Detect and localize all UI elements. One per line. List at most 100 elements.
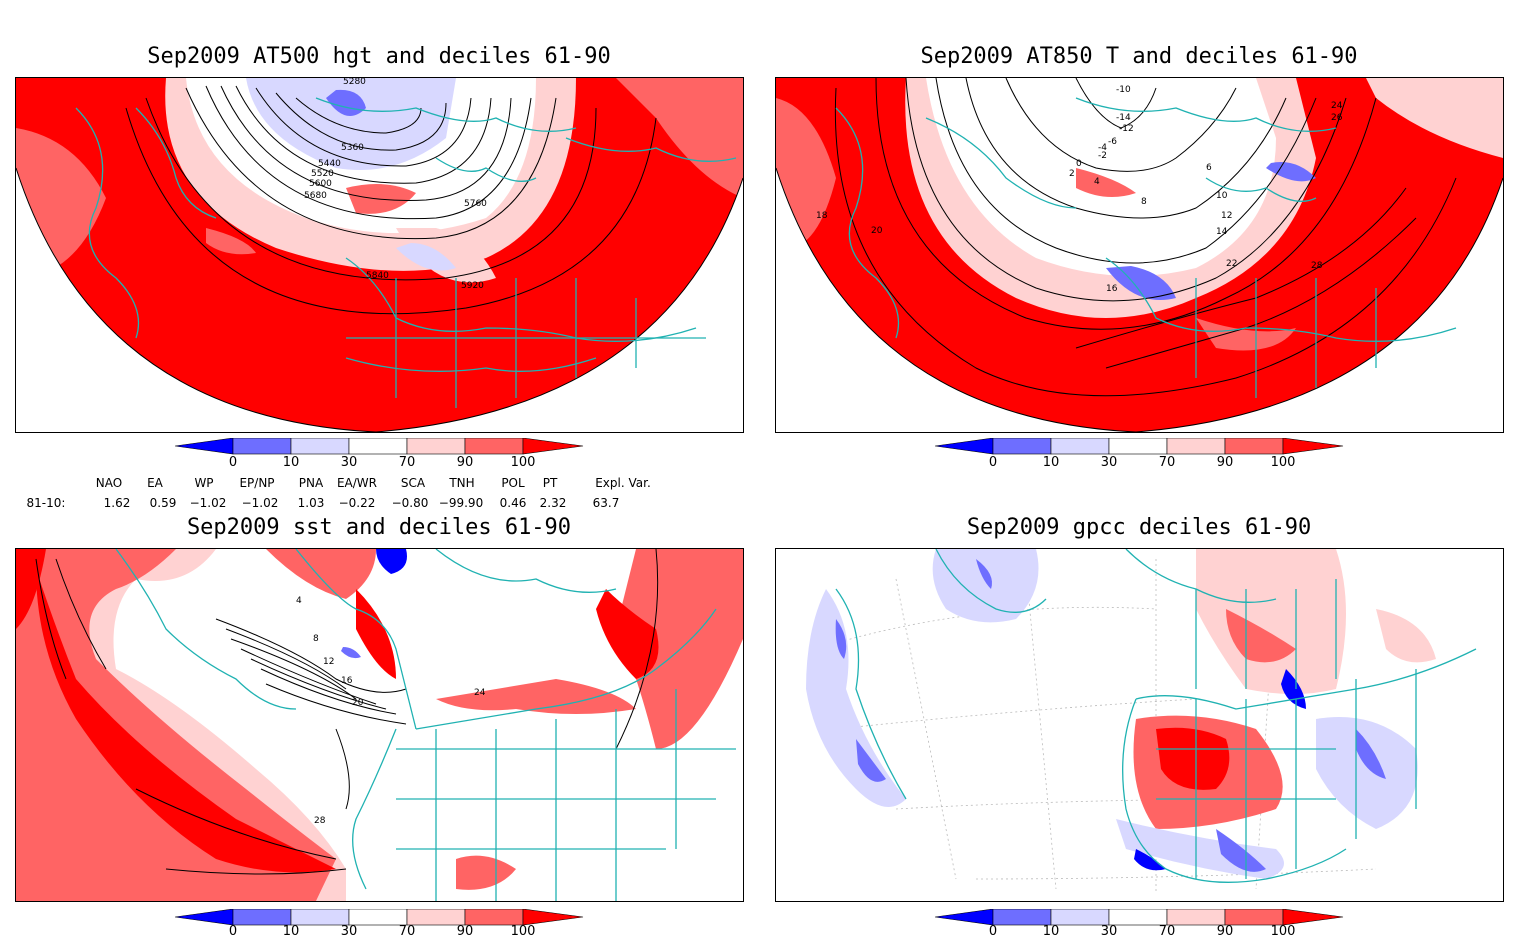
cb-seg-lightred: [1166, 909, 1226, 926]
cb-tl-label-100: 100: [510, 455, 536, 470]
panel-title-gpcc: Sep2009 gpcc deciles 61-90: [966, 515, 1312, 540]
cb-seg-strongblue: [175, 909, 234, 926]
cb-tr-label-0: 0: [988, 455, 998, 470]
index-value-tnh: −99.90: [438, 496, 484, 510]
hgt-label-5760: 5760: [464, 199, 487, 209]
t850-label-22: 22: [1226, 259, 1237, 269]
t850-label-m2: -2: [1098, 151, 1107, 161]
cb-tr-label-10: 10: [1042, 455, 1060, 470]
cb-seg-lightred: [1166, 438, 1226, 455]
cb-br-label-90: 90: [1216, 924, 1234, 939]
t850-label-12: 12: [1221, 211, 1232, 221]
hgt-label-5680: 5680: [304, 191, 327, 201]
t850-contour-labels: -14 -12 -10 -6 -4 -2 0 2 4 6 8 10 12 14 …: [816, 85, 1343, 294]
hgt-label-5840: 5840: [366, 271, 389, 281]
index-header-wp: WP: [194, 476, 214, 490]
index-value-pt: 2.32: [539, 496, 567, 510]
t850-label-0: 0: [1076, 159, 1082, 169]
colorbar-bottom-left: [175, 909, 584, 926]
sst-label-28: 28: [314, 816, 326, 826]
map-sst: 4 8 12 16 20 24 28: [15, 548, 744, 902]
cb-seg-strongred: [522, 909, 584, 926]
index-value-nao: 1.62: [103, 496, 131, 510]
t850-label-26: 26: [1331, 113, 1343, 123]
colorbar-top-left: [175, 438, 584, 455]
cb-seg-lightred: [406, 438, 466, 455]
map-hgt-svg: 5280 5360 5440 5520 5600 5680 5760 5840 …: [16, 78, 743, 432]
t850-label-18: 18: [816, 211, 828, 221]
cb-seg-white: [1108, 909, 1168, 926]
index-value-ea: 0.59: [149, 496, 177, 510]
cb-seg-midblue: [232, 909, 292, 926]
index-value-sca: −0.80: [391, 496, 429, 510]
hgt-label-5600: 5600: [309, 179, 332, 189]
cb-seg-white: [348, 438, 408, 455]
index-header-pol: POL: [501, 476, 525, 490]
cb-seg-lightblue: [1050, 438, 1110, 455]
cb-tl-label-70: 70: [398, 455, 416, 470]
index-value-wp: −1.02: [189, 496, 227, 510]
t850-label-6: 6: [1206, 163, 1212, 173]
index-value-explvar: 63.7: [592, 496, 620, 510]
cb-br-label-10: 10: [1042, 924, 1060, 939]
cb-seg-midred: [464, 909, 524, 926]
panel-title-sst: Sep2009 sst and deciles 61-90: [186, 515, 572, 540]
map-gpcc-svg: [776, 549, 1503, 901]
cb-br-label-30: 30: [1100, 924, 1118, 939]
cb-seg-strongblue: [935, 438, 994, 455]
colorbar-top-right: [935, 438, 1344, 455]
cb-br-label-100: 100: [1270, 924, 1296, 939]
cb-tl-label-90: 90: [456, 455, 474, 470]
cb-seg-midred: [1224, 909, 1284, 926]
cb-tr-label-90: 90: [1216, 455, 1234, 470]
cb-bl-label-30: 30: [340, 924, 358, 939]
hgt-contour-labels: 5280 5360 5440 5520 5600 5680 5760 5840 …: [304, 78, 487, 291]
t850-label-16: 16: [1106, 284, 1118, 294]
cb-seg-lightred: [406, 909, 466, 926]
cb-seg-strongred: [1282, 909, 1344, 926]
index-value-eawr: −0.22: [338, 496, 376, 510]
hgt-label-5920: 5920: [461, 281, 484, 291]
t850-label-8: 8: [1141, 197, 1147, 207]
sst-contour-labels: 4 8 12 16 20 24 28: [296, 596, 486, 826]
map-t850-svg: -14 -12 -10 -6 -4 -2 0 2 4 6 8 10 12 14 …: [776, 78, 1503, 432]
map-gpcc: [775, 548, 1504, 902]
t850-label-10: 10: [1216, 191, 1228, 201]
index-header-eawr: EA/WR: [336, 476, 378, 490]
cb-seg-lightblue: [1050, 909, 1110, 926]
hgt-label-5360: 5360: [341, 143, 364, 153]
t850-label-m4: -4: [1098, 143, 1107, 153]
cb-tr-label-100: 100: [1270, 455, 1296, 470]
sst-label-4: 4: [296, 596, 302, 606]
panel-title-t850: Sep2009 AT850 T and deciles 61-90: [920, 44, 1358, 69]
cb-bl-label-90: 90: [456, 924, 474, 939]
index-header-pt: PT: [542, 476, 558, 490]
index-header-row: NAO EA WP EP/NP PNA EA/WR SCA TNH POL PT…: [0, 476, 760, 492]
cb-br-label-0: 0: [988, 924, 998, 939]
index-header-tnh: TNH: [449, 476, 475, 490]
sst-label-12: 12: [323, 657, 334, 667]
cb-tl-label-30: 30: [340, 455, 358, 470]
cb-seg-strongblue: [935, 909, 994, 926]
cb-seg-white: [1108, 438, 1168, 455]
index-value-row: 81-10: 1.62 0.59 −1.02 −1.02 1.03 −0.22 …: [0, 496, 760, 512]
t850-label-4: 4: [1094, 177, 1100, 187]
t850-label-24: 24: [1331, 101, 1343, 111]
sst-label-24: 24: [474, 688, 486, 698]
cb-tl-label-0: 0: [228, 455, 238, 470]
t850-label-28: 28: [1311, 261, 1323, 271]
index-header-nao: NAO: [95, 476, 123, 490]
sst-label-20: 20: [352, 698, 364, 708]
t850-label-m10: -10: [1116, 85, 1131, 95]
t850-label-m12: -12: [1119, 124, 1134, 134]
hgt-label-5440: 5440: [318, 159, 341, 169]
cb-bl-label-100: 100: [510, 924, 536, 939]
cb-seg-lightblue: [290, 438, 350, 455]
cb-seg-midblue: [992, 909, 1052, 926]
cb-seg-white: [348, 909, 408, 926]
index-header-sca: SCA: [400, 476, 426, 490]
t850-label-14: 14: [1216, 227, 1228, 237]
cb-tr-label-70: 70: [1158, 455, 1176, 470]
cb-bl-label-0: 0: [228, 924, 238, 939]
colorbar-bottom-right: [935, 909, 1344, 926]
